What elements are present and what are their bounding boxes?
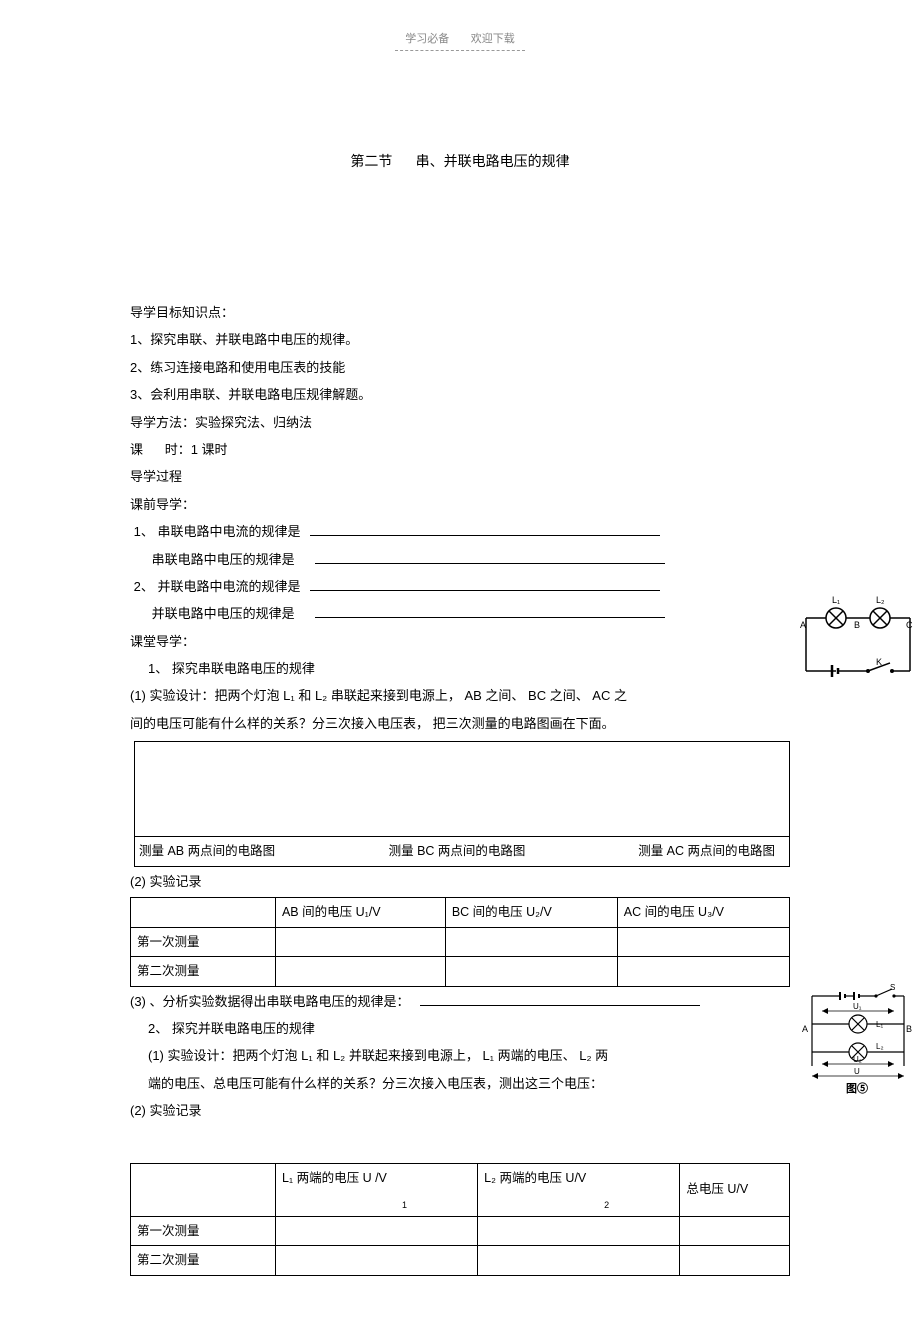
header-divider bbox=[395, 50, 525, 51]
label-L2: L₂ bbox=[876, 1042, 884, 1051]
objective-item: 3、会利用串联、并联电路电压规律解题。 bbox=[130, 383, 790, 406]
table-cell bbox=[275, 957, 445, 987]
table-cell bbox=[445, 927, 617, 957]
label-A: A bbox=[800, 620, 806, 630]
table-cell: 第二次测量 bbox=[131, 1246, 276, 1276]
table-cell bbox=[478, 1216, 680, 1246]
header-right: 欢迎下载 bbox=[471, 33, 515, 45]
method-label: 导学方法： bbox=[130, 415, 195, 430]
label-L1: L₁ bbox=[832, 595, 840, 605]
table-cell bbox=[275, 1246, 477, 1276]
table-header-row: L₁ 两端的电压 U /V1 L₂ 两端的电压 U/V2 总电压 U/V bbox=[131, 1163, 790, 1216]
caption-bc: 测量 BC 两点间的电路图 bbox=[351, 840, 563, 863]
period-line: 课 时：1 课时 bbox=[130, 438, 790, 461]
objective-item: 1、探究串联、并联电路中电压的规律。 bbox=[130, 328, 790, 351]
table-row: 第二次测量 bbox=[131, 957, 790, 987]
record-label-2: (2) 实验记录 bbox=[130, 1099, 790, 1122]
label-B: B bbox=[854, 620, 860, 630]
section1-design2: 间的电压可能有什么样的关系？分三次接入电压表， 把三次测量的电路图画在下面。 bbox=[130, 712, 790, 735]
label-C: C bbox=[906, 620, 913, 630]
table-cell: 第一次测量 bbox=[131, 927, 276, 957]
series-circuit-diagram: L₁ L₂ A B C K bbox=[798, 593, 918, 688]
table-row: 第一次测量 bbox=[131, 927, 790, 957]
pre-q2b: 并联电路中电压的规律是 bbox=[130, 602, 790, 625]
table-cell bbox=[617, 957, 789, 987]
pre-q2a: 2、 并联电路中电流的规律是 bbox=[130, 575, 790, 598]
table-header: 总电压 U/V bbox=[680, 1163, 790, 1216]
caption-ab: 测量 AB 两点间的电路图 bbox=[139, 840, 351, 863]
period-value: 1 课时 bbox=[191, 442, 228, 457]
table-cell bbox=[617, 927, 789, 957]
caption-row: 测量 AB 两点间的电路图 测量 BC 两点间的电路图 测量 AC 两点间的电路… bbox=[134, 836, 790, 867]
table-header: L₁ 两端的电压 U /V1 bbox=[275, 1163, 477, 1216]
title-section: 第二节 bbox=[350, 153, 392, 169]
table-header bbox=[131, 898, 276, 928]
table-cell bbox=[680, 1246, 790, 1276]
section1-heading: 1、 探究串联电路电压的规律 bbox=[130, 657, 790, 680]
blank-field bbox=[310, 523, 660, 536]
pre-q1a: 1、 串联电路中电流的规律是 bbox=[130, 520, 790, 543]
label-U2: U₂ bbox=[853, 1055, 862, 1064]
method-value: 实验探究法、归纳法 bbox=[195, 415, 312, 430]
page-header: 学习必备 欢迎下载 bbox=[40, 30, 880, 46]
period-label: 课 时： bbox=[130, 442, 191, 457]
blank-field bbox=[315, 605, 665, 618]
table-cell bbox=[275, 927, 445, 957]
table-header-row: AB 间的电压 U₁/V BC 间的电压 U₂/V AC 间的电压 U₃/V bbox=[131, 898, 790, 928]
label-U1: U₁ bbox=[853, 1002, 862, 1011]
table-series-voltage: AB 间的电压 U₁/V BC 间的电压 U₂/V AC 间的电压 U₃/V 第… bbox=[130, 897, 790, 987]
table-cell bbox=[275, 1216, 477, 1246]
process-label: 导学过程 bbox=[130, 465, 790, 488]
table-header: BC 间的电压 U₂/V bbox=[445, 898, 617, 928]
parallel-circuit-diagram: S U₁ L₁ L₂ U₂ U A B 图⑤ bbox=[798, 984, 916, 1099]
table-header: AC 间的电压 U₃/V bbox=[617, 898, 789, 928]
page-container: 学习必备 欢迎下载 第二节 串、并联电路电压的规律 导学目标知识点： 1、探究串… bbox=[0, 0, 920, 1336]
table-header bbox=[131, 1163, 276, 1216]
label-S: S bbox=[890, 984, 895, 992]
section1-design1: (1) 实验设计：把两个灯泡 L₁ 和 L₂ 串联起来接到电源上， AB 之间、… bbox=[130, 684, 790, 707]
content-area: 导学目标知识点： 1、探究串联、并联电路中电压的规律。 2、练习连接电路和使用电… bbox=[40, 301, 880, 1276]
label-K: K bbox=[876, 657, 882, 667]
pre-label: 课前导学： bbox=[130, 493, 790, 516]
blank-field bbox=[420, 993, 700, 1006]
record-label-1: (2) 实验记录 bbox=[130, 870, 790, 893]
label-B: B bbox=[906, 1024, 912, 1034]
label-A: A bbox=[802, 1024, 808, 1034]
title-name: 串、并联电路电压的规律 bbox=[416, 153, 570, 169]
blank-field bbox=[310, 578, 660, 591]
table-cell bbox=[478, 1246, 680, 1276]
section2-design2: 端的电压、总电压可能有什么样的关系？分三次接入电压表，测出这三个电压： bbox=[130, 1072, 790, 1095]
table-cell bbox=[445, 957, 617, 987]
doc-title: 第二节 串、并联电路电压的规律 bbox=[40, 151, 880, 171]
class-label: 课堂导学： bbox=[130, 630, 790, 653]
table-header: L₂ 两端的电压 U/V2 bbox=[478, 1163, 680, 1216]
diagram-caption: 图⑤ bbox=[846, 1081, 868, 1095]
circuit-drawing-area bbox=[134, 741, 790, 836]
label-L2: L₂ bbox=[876, 595, 885, 605]
method-line: 导学方法：实验探究法、归纳法 bbox=[130, 411, 790, 434]
section2-design1: (1) 实验设计：把两个灯泡 L₁ 和 L₂ 并联起来接到电源上， L₁ 两端的… bbox=[130, 1044, 790, 1067]
table-header: AB 间的电压 U₁/V bbox=[275, 898, 445, 928]
section2-heading: 2、 探究并联电路电压的规律 bbox=[130, 1017, 790, 1040]
table-cell: 第二次测量 bbox=[131, 957, 276, 987]
objective-item: 2、练习连接电路和使用电压表的技能 bbox=[130, 356, 790, 379]
table-row: 第二次测量 bbox=[131, 1246, 790, 1276]
caption-ac: 测量 AC 两点间的电路图 bbox=[563, 840, 785, 863]
label-L1: L₁ bbox=[876, 1020, 883, 1029]
table-parallel-voltage: L₁ 两端的电压 U /V1 L₂ 两端的电压 U/V2 总电压 U/V 第一次… bbox=[130, 1163, 790, 1276]
pre-q1b: 串联电路中电压的规律是 bbox=[130, 548, 790, 571]
section1-analysis: (3) 、分析实验数据得出串联电路电压的规律是： bbox=[130, 990, 790, 1013]
table-cell bbox=[680, 1216, 790, 1246]
label-U: U bbox=[854, 1067, 860, 1076]
table-row: 第一次测量 bbox=[131, 1216, 790, 1246]
header-left: 学习必备 bbox=[405, 33, 449, 45]
objectives-heading: 导学目标知识点： bbox=[130, 301, 790, 324]
blank-field bbox=[315, 551, 665, 564]
table-cell: 第一次测量 bbox=[131, 1216, 276, 1246]
